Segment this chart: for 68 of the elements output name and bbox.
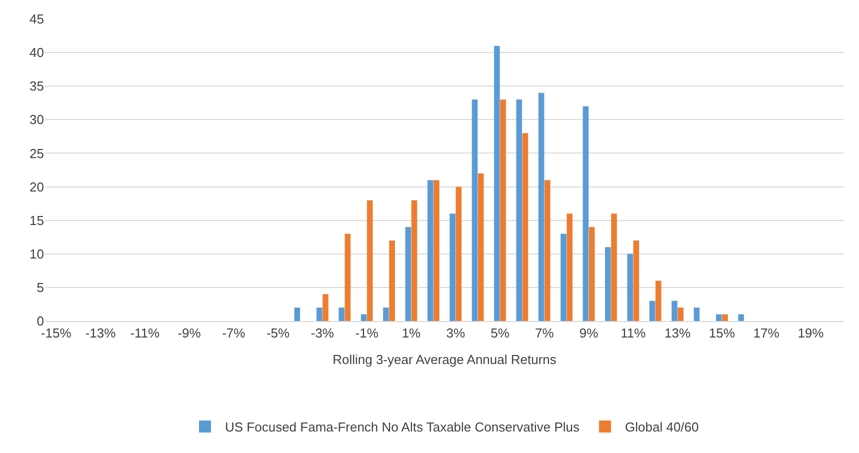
x-tick-label: 7% — [534, 326, 554, 341]
x-tick-label: -5% — [266, 326, 290, 341]
bar — [478, 173, 484, 321]
bar — [366, 200, 373, 321]
bar — [716, 314, 722, 321]
bar — [516, 100, 522, 321]
bar — [678, 308, 684, 321]
bar — [500, 100, 506, 321]
bar — [694, 308, 700, 321]
bar — [360, 314, 367, 321]
y-tick-label: 30 — [30, 112, 44, 128]
x-tick-label: -3% — [310, 326, 334, 341]
y-tick-label: 25 — [30, 146, 44, 161]
x-tick-label: 9% — [579, 326, 599, 341]
bar — [456, 186, 462, 321]
y-tick-label: 5 — [36, 280, 44, 295]
bar — [649, 300, 656, 321]
x-tick-label: -11% — [130, 326, 160, 341]
x-tick-label: 13% — [664, 326, 691, 341]
x-tick-label: 19% — [798, 326, 824, 341]
x-tick-label: 11% — [620, 326, 646, 341]
bar — [322, 294, 328, 321]
bar — [582, 106, 589, 321]
y-tick-label: 15 — [30, 212, 44, 228]
bar — [383, 308, 389, 321]
bar — [738, 314, 744, 321]
bar — [434, 180, 440, 321]
bar — [411, 200, 418, 321]
x-tick-label: 5% — [490, 326, 510, 341]
bar — [544, 180, 550, 321]
bar — [450, 214, 456, 321]
bar — [494, 46, 500, 321]
bar — [605, 247, 611, 321]
y-tick-label: 40 — [30, 45, 44, 60]
bar — [344, 234, 351, 321]
x-tick-label: 3% — [446, 326, 466, 341]
x-axis-title: Rolling 3-year Average Annual Returns — [332, 352, 557, 368]
x-tick-label: 1% — [402, 326, 422, 341]
bar — [427, 180, 434, 321]
y-tick-label: 20 — [30, 179, 44, 194]
bar — [522, 133, 528, 321]
legend-label: US Focused Fama-French No Alts Taxable Conservative Plus — [225, 420, 580, 435]
bar — [389, 240, 395, 321]
bar — [611, 214, 617, 321]
x-tick-label: -7% — [222, 326, 246, 341]
bar — [672, 300, 678, 321]
bar — [316, 308, 322, 321]
bar — [560, 234, 566, 321]
bar — [627, 254, 633, 321]
x-tick-label: -13% — [85, 326, 116, 341]
x-tick-label: -1% — [355, 326, 379, 341]
x-tick-label: 15% — [708, 326, 736, 341]
bar — [538, 92, 544, 321]
y-tick-label: 45 — [30, 12, 44, 27]
bar — [472, 100, 478, 321]
bar — [294, 308, 300, 321]
x-tick-label: -9% — [178, 326, 202, 341]
legend-label: Global 40/60 — [625, 420, 699, 435]
bar — [405, 227, 412, 321]
bar — [656, 280, 662, 321]
bar — [633, 240, 640, 321]
y-tick-label: 10 — [30, 246, 44, 262]
bar — [338, 308, 344, 321]
bar — [566, 214, 573, 321]
bar — [588, 227, 595, 321]
bar — [722, 314, 728, 321]
y-tick-label: 35 — [30, 78, 44, 94]
x-tick-label: 17% — [753, 326, 780, 341]
